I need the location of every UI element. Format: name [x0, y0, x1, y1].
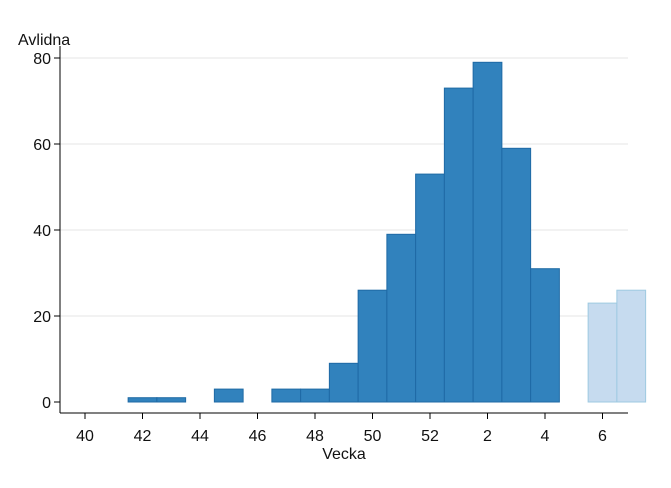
bar-week-51	[386, 233, 417, 403]
x-tick-label: 46	[249, 428, 267, 445]
bar-week-6	[616, 289, 647, 403]
x-tick-label: 2	[483, 428, 492, 445]
x-tick-label: 48	[306, 428, 324, 445]
bar-week-47	[271, 388, 302, 403]
bar-week-3	[530, 268, 560, 403]
y-tick-label: 60	[33, 137, 51, 154]
bar-week-48	[300, 388, 330, 403]
bar-week-2	[501, 147, 532, 403]
y-axis-title: Avlidna	[18, 32, 70, 49]
bar-week-5	[587, 302, 618, 403]
bar-week-49	[328, 362, 359, 403]
bars	[127, 61, 647, 403]
bar-week-53	[443, 87, 474, 403]
x-tick-label: 44	[191, 428, 209, 445]
x-axis-title: Vecka	[322, 446, 366, 463]
y-tick-label: 80	[33, 51, 51, 68]
bar-week-43	[156, 397, 187, 403]
bar-week-1	[472, 61, 503, 403]
x-tick-label: 42	[134, 428, 152, 445]
bar-week-42	[127, 397, 158, 403]
x-tick-label: 4	[541, 428, 550, 445]
bar-week-45	[213, 388, 244, 403]
x-ticks: 40 42 44 46 48 50 52 2 4 6	[76, 413, 607, 445]
x-tick-label: 6	[598, 428, 607, 445]
bar-week-50	[357, 289, 388, 403]
y-tick-label: 20	[33, 309, 51, 326]
x-tick-label: 40	[76, 428, 94, 445]
x-tick-label: 52	[421, 428, 439, 445]
y-tick-label: 0	[42, 395, 51, 412]
y-tick-label: 40	[33, 223, 51, 240]
y-ticks: 0 20 40 60 80	[33, 51, 60, 412]
x-tick-label: 50	[364, 428, 382, 445]
bar-week-52	[415, 173, 445, 403]
